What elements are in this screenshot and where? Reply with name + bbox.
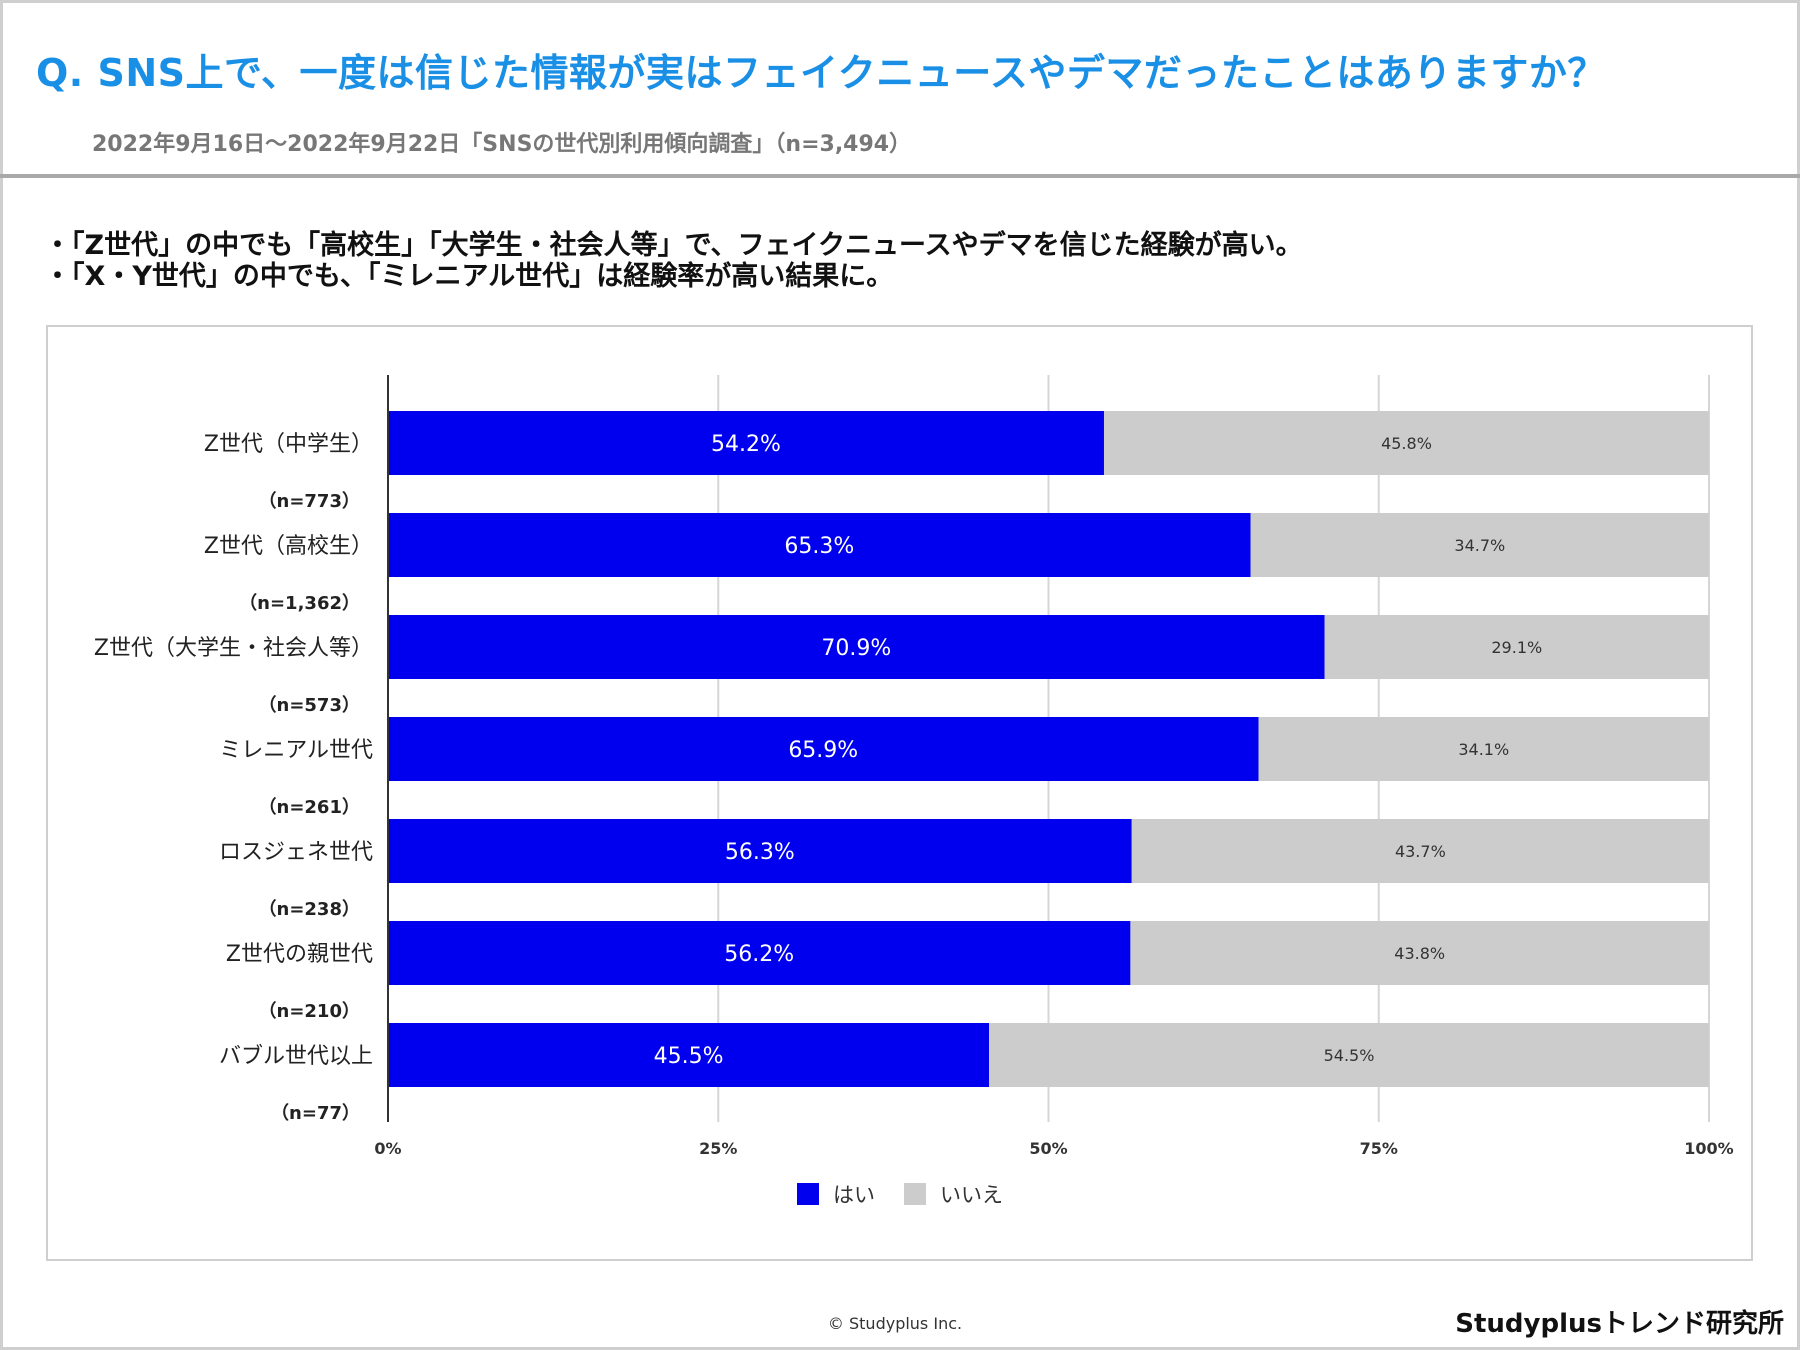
category-label: バブル世代以上 <box>219 1044 373 1069</box>
data-label-no: 34.1% <box>1458 740 1509 759</box>
data-label-yes: 54.2% <box>711 432 781 457</box>
x-tick-label: 75% <box>1360 1139 1398 1158</box>
x-tick-label: 100% <box>1684 1139 1733 1158</box>
data-label-no: 29.1% <box>1491 638 1542 657</box>
bar-yes <box>388 615 1325 679</box>
bar-yes <box>388 411 1104 475</box>
x-tick-label: 0% <box>374 1139 401 1158</box>
bar-yes <box>388 819 1132 883</box>
category-n-label: （n=773） <box>259 491 360 512</box>
data-label-yes: 65.3% <box>784 534 854 559</box>
x-tick-label: 50% <box>1029 1139 1067 1158</box>
data-label-no: 54.5% <box>1324 1046 1375 1065</box>
bar-no <box>1130 921 1709 985</box>
category-n-label: （n=238） <box>259 899 360 920</box>
category-n-label: （n=261） <box>259 797 360 818</box>
category-n-label: （n=573） <box>259 695 360 716</box>
chart-container: 54.2% 45.8% Z世代（中学生） （n=773） 65.3% 34.7% Z世代（高… <box>46 325 1753 1261</box>
x-tick-label: 25% <box>699 1139 737 1158</box>
bar-no <box>1258 717 1709 781</box>
data-label-yes: 70.9% <box>821 636 891 661</box>
bar-yes <box>388 717 1259 781</box>
data-label-no: 43.8% <box>1394 944 1445 963</box>
category-label: ミレニアル世代 <box>219 738 373 763</box>
page-title: Q. SNS上で、一度は信じた情報が実はフェイクニュースやデマだったことはありま… <box>36 51 1606 95</box>
category-n-label: （n=1,362） <box>239 593 360 614</box>
data-label-no: 34.7% <box>1454 536 1505 555</box>
bar-yes <box>388 513 1251 577</box>
summary-bullet: ・「Z世代」の中でも「高校生」「大学生・社会人等」で、フェイクニュースやデマを信… <box>44 230 1303 261</box>
legend-label-yes: はい <box>833 1183 875 1207</box>
data-label-yes: 45.5% <box>654 1044 724 1069</box>
bar-no <box>989 1023 1709 1087</box>
category-n-label: （n=210） <box>259 1001 360 1022</box>
summary-bullets: ・「Z世代」の中でも「高校生」「大学生・社会人等」で、フェイクニュースやデマを信… <box>44 230 1303 292</box>
bar-no <box>1131 819 1709 883</box>
header: Q. SNS上で、一度は信じた情報が実はフェイクニュースやデマだったことはありま… <box>0 0 1800 178</box>
stacked-bar-chart: 54.2% 45.8% Z世代（中学生） （n=773） 65.3% 34.7% Z世代（高… <box>94 375 1734 1207</box>
bar-yes <box>388 921 1131 985</box>
data-label-yes: 56.2% <box>724 942 794 967</box>
data-label-no: 43.7% <box>1395 842 1446 861</box>
category-label: Z世代の親世代 <box>226 942 373 967</box>
legend-swatch-yes <box>797 1183 819 1205</box>
summary-bullet: ・「X・Y世代」の中でも、「ミレニアル世代」は経験率が高い結果に。 <box>44 261 894 292</box>
copyright: © Studyplus Inc. <box>827 1314 963 1333</box>
brand-logo-text: Studyplusトレンド研究所 <box>1455 1309 1784 1339</box>
legend-swatch-no <box>904 1183 926 1205</box>
survey-subtitle: 2022年9月16日〜2022年9月22日「SNSの世代別利用傾向調査」（n=3… <box>92 132 912 157</box>
bar-no <box>1250 513 1709 577</box>
category-label: ロスジェネ世代 <box>219 840 373 865</box>
bar-no <box>1103 411 1709 475</box>
data-label-yes: 65.9% <box>788 738 858 763</box>
data-label-yes: 56.3% <box>725 840 795 865</box>
bar-no <box>1324 615 1709 679</box>
data-label-no: 45.8% <box>1381 434 1432 453</box>
category-label: Z世代（大学生・社会人等） <box>94 636 373 661</box>
bar-yes <box>388 1023 990 1087</box>
legend-label-no: いいえ <box>940 1183 1003 1207</box>
category-n-label: （n=77） <box>271 1103 360 1124</box>
category-label: Z世代（高校生） <box>204 534 373 559</box>
category-label: Z世代（中学生） <box>204 432 373 457</box>
